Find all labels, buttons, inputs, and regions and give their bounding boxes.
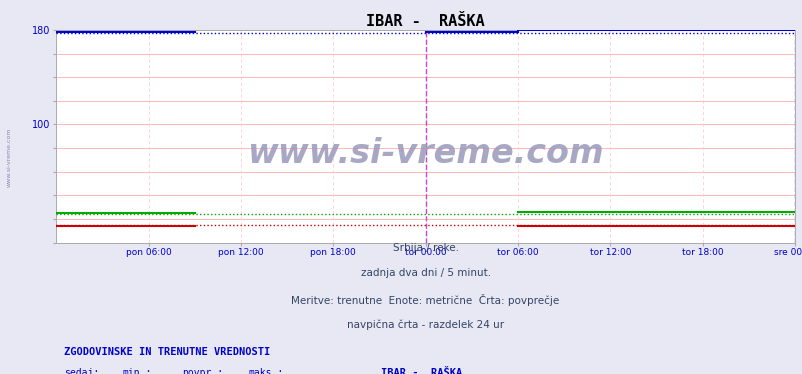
Text: ZGODOVINSKE IN TRENUTNE VREDNOSTI: ZGODOVINSKE IN TRENUTNE VREDNOSTI <box>63 347 269 357</box>
Text: www.si-vreme.com: www.si-vreme.com <box>247 137 603 170</box>
Text: min.:: min.: <box>123 368 152 374</box>
Title: IBAR -  RAŠKA: IBAR - RAŠKA <box>366 14 484 29</box>
Text: IBAR -  RAŠKA: IBAR - RAŠKA <box>381 368 462 374</box>
Text: zadnja dva dni / 5 minut.: zadnja dva dni / 5 minut. <box>360 268 490 278</box>
Text: Srbija / reke.: Srbija / reke. <box>392 243 458 252</box>
Text: maks.:: maks.: <box>248 368 283 374</box>
Text: povpr.:: povpr.: <box>181 368 223 374</box>
Text: navpična črta - razdelek 24 ur: navpična črta - razdelek 24 ur <box>346 319 504 330</box>
Text: sedaj:: sedaj: <box>63 368 99 374</box>
Text: www.si-vreme.com: www.si-vreme.com <box>7 127 12 187</box>
Text: Meritve: trenutne  Enote: metrične  Črta: povprečje: Meritve: trenutne Enote: metrične Črta: … <box>291 294 559 306</box>
